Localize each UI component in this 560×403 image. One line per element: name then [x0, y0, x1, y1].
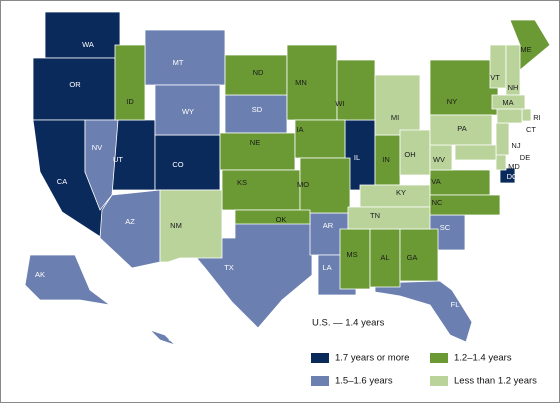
state-label: AR: [323, 221, 334, 230]
state-label: WY: [182, 107, 194, 116]
state-label: MA: [502, 98, 513, 107]
state-label: IA: [296, 125, 303, 134]
state-label: CT: [526, 125, 536, 134]
legend-label: 1.2–1.4 years: [454, 353, 512, 364]
legend-label: 1.7 years or more: [335, 353, 409, 364]
state-label: AZ: [125, 217, 135, 226]
state-label: PA: [457, 124, 466, 133]
state: [221, 169, 301, 211]
state: [159, 189, 223, 263]
state-label: MS: [346, 250, 357, 259]
note: U.S. — 1.4 years: [312, 318, 385, 329]
state-label: WV: [433, 155, 445, 164]
state-label: SD: [252, 105, 263, 114]
state-label: AL: [380, 253, 389, 262]
state-label: OK: [276, 215, 287, 224]
state-label: WI: [335, 99, 344, 108]
state-label: FL: [451, 300, 460, 309]
legend: 1.7 years or more 1.5–1.6 years 1.2–1.4 ye…: [311, 353, 537, 387]
state-label: AK: [35, 270, 45, 279]
state: [44, 11, 121, 59]
state: [495, 154, 507, 171]
state-label: NY: [447, 97, 457, 106]
state-label: HI: [168, 334, 176, 343]
state: [454, 144, 497, 161]
state-label: UT: [113, 155, 123, 164]
state: [224, 94, 288, 134]
state: [429, 59, 499, 116]
state: [374, 280, 473, 343]
state: [374, 74, 421, 136]
legend-label: Less than 1.2 years: [454, 376, 537, 387]
state-label: VT: [490, 73, 500, 82]
state: [499, 167, 516, 184]
state: [521, 108, 532, 122]
state: [496, 108, 523, 124]
state-label: MD: [508, 162, 520, 171]
state: [154, 134, 221, 191]
legend-swatch: [311, 376, 329, 386]
state: [32, 57, 116, 121]
state-label: TX: [224, 263, 234, 272]
state-label: NM: [170, 221, 182, 230]
state: [495, 122, 510, 156]
state-label: ID: [126, 97, 134, 106]
state: [84, 119, 119, 211]
state-label: OR: [69, 80, 81, 89]
state-label: TN: [370, 211, 380, 220]
state-label: VA: [431, 177, 440, 186]
state: [234, 209, 311, 225]
state-label: OH: [404, 150, 415, 159]
state: [149, 329, 176, 346]
legend-swatch: [430, 376, 448, 386]
state: [24, 254, 111, 306]
states: WA OR CA UT CO IL DC MT WY SD NV AZ TX AR LA SC FL AK HI ID…: [24, 11, 551, 346]
state-label: MT: [173, 58, 184, 67]
legend-label: 1.5–1.6 years: [335, 376, 393, 387]
legend-swatch: [311, 353, 329, 363]
state-label: WA: [82, 40, 94, 49]
state-label: CO: [172, 160, 183, 169]
state-label: ND: [253, 68, 264, 77]
legend-swatch: [430, 353, 448, 363]
state: [347, 206, 431, 230]
state-label: MO: [297, 180, 309, 189]
state-label: NC: [432, 198, 443, 207]
state-label: IN: [382, 155, 390, 164]
state: [336, 59, 376, 121]
state-label: NH: [508, 83, 519, 92]
state-label: KS: [237, 178, 247, 187]
state-label: DC: [507, 172, 518, 181]
state-label: GA: [407, 253, 418, 262]
state: [144, 29, 226, 86]
state-label: RI: [533, 113, 541, 122]
state: [114, 44, 146, 121]
state: [399, 129, 431, 176]
state-label: ME: [520, 45, 531, 54]
state-label: NV: [92, 143, 102, 152]
state-label: NJ: [511, 141, 520, 150]
state-label: SC: [440, 223, 451, 232]
state-label: NE: [250, 138, 260, 147]
state: [339, 228, 371, 290]
state-label: DE: [520, 153, 530, 162]
state-label: IL: [354, 153, 360, 162]
state-label: MN: [295, 78, 307, 87]
state-label: MI: [391, 113, 399, 122]
state-label: CA: [57, 177, 67, 186]
state-label: LA: [322, 263, 331, 272]
state-label: KY: [396, 188, 406, 197]
